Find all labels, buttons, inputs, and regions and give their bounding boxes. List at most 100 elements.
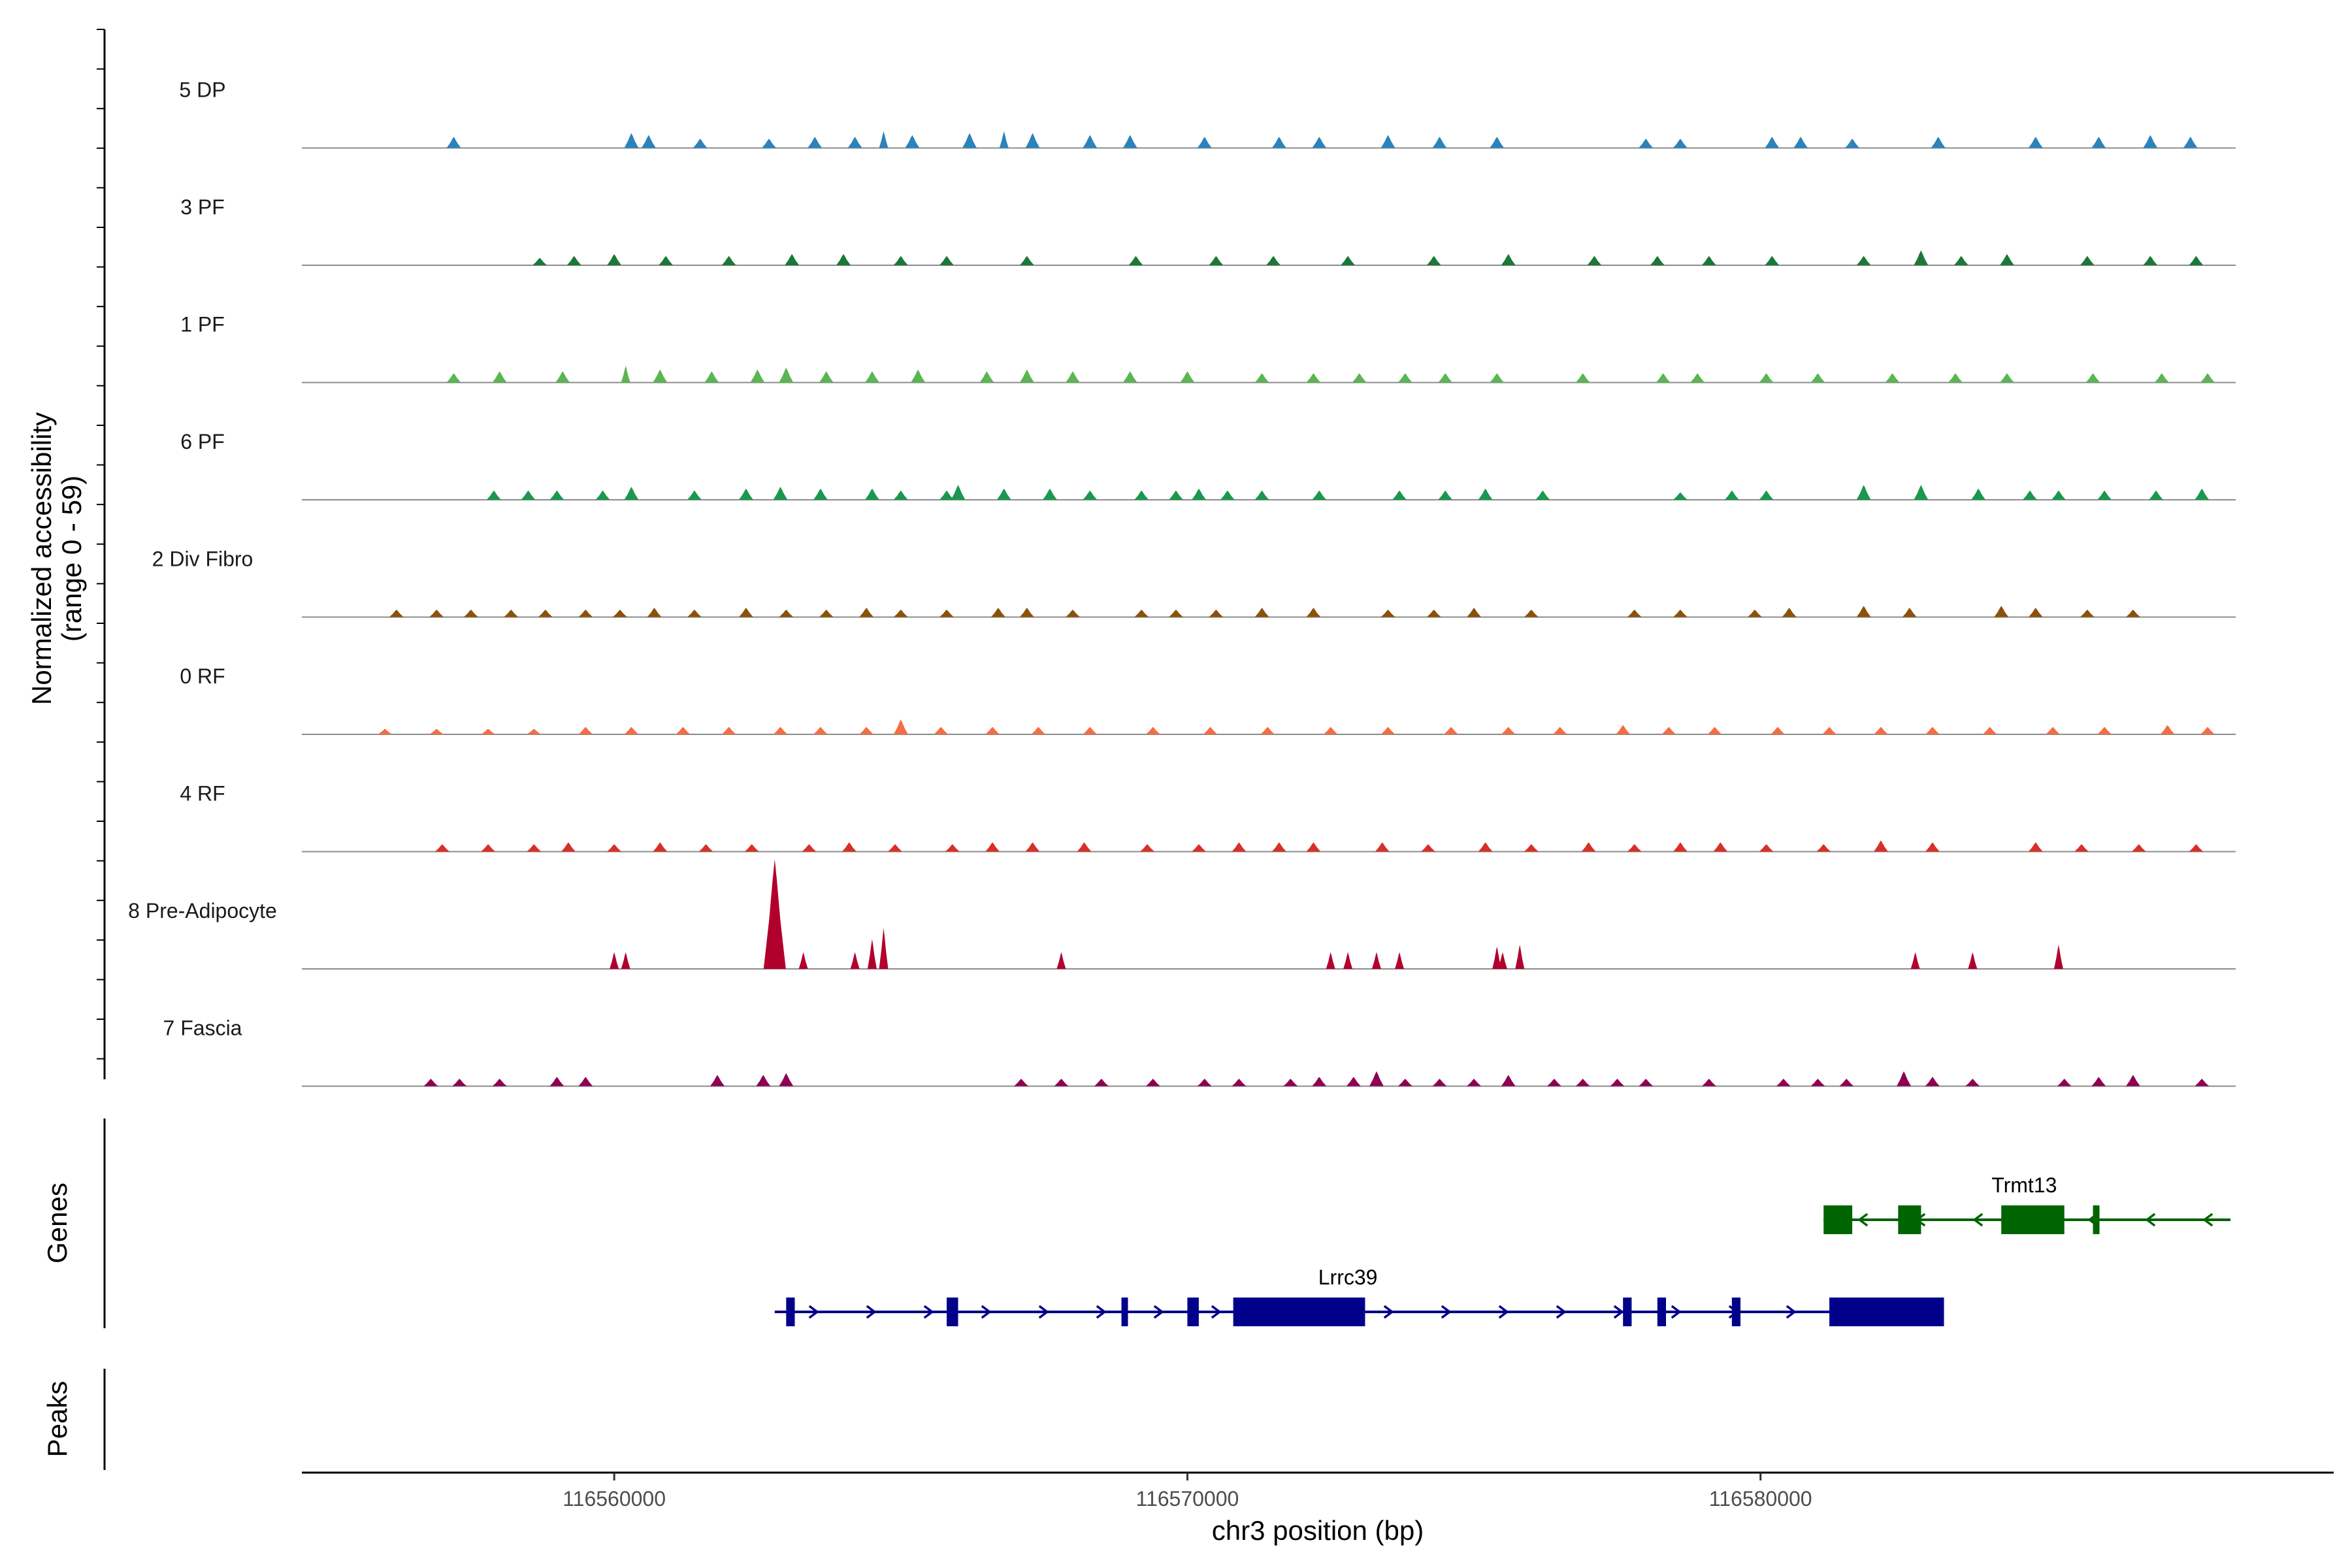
coverage-peak [1701, 1079, 1716, 1086]
gene-exon [1121, 1298, 1128, 1326]
track-label: 2 Div Fibro [152, 547, 253, 571]
coverage-peak [841, 842, 857, 852]
coverage-peak [1948, 373, 1963, 383]
coverage-peak [687, 490, 702, 500]
coverage-peak [1587, 255, 1602, 265]
coverage-peak [1490, 373, 1505, 383]
coverage-peak [1765, 137, 1780, 148]
coverage-peak [1397, 1079, 1413, 1086]
coverage-peak [1209, 610, 1224, 617]
coverage-peak [850, 952, 860, 969]
coverage-peak [641, 135, 656, 148]
coverage-peak [1260, 727, 1275, 734]
coverage-peak [1639, 1079, 1654, 1086]
coverage-peak [1478, 842, 1493, 852]
coverage-peak [1610, 1079, 1625, 1086]
coverage-peak [1306, 373, 1321, 383]
coverage-peak [1490, 137, 1505, 148]
coverage-peak [1914, 250, 1929, 265]
coverage-peak [1426, 255, 1441, 265]
coverage-peak [2028, 842, 2043, 852]
coverage-peak [1312, 1077, 1327, 1086]
coverage-peak [1575, 1079, 1590, 1086]
coverage-peak [836, 253, 851, 265]
coverage-peak [1925, 1077, 1940, 1086]
coverage-peak [738, 608, 753, 617]
coverage-peak [990, 608, 1005, 617]
coverage-peak [1083, 490, 1098, 500]
x-axis-title: chr3 position (bp) [1212, 1515, 1424, 1546]
coverage-peak [1616, 725, 1631, 734]
coverage-peak [1873, 840, 1888, 852]
coverage-peak [624, 133, 639, 148]
coverage-peak [962, 133, 977, 148]
coverage-peak [905, 135, 920, 148]
coverage-peak [2053, 945, 2063, 969]
coverage-peak [893, 490, 908, 500]
gene-exon [947, 1298, 958, 1326]
coverage-peak [1501, 1075, 1516, 1086]
peaks-panel-title: Peaks [42, 1381, 73, 1458]
gene-exon [1731, 1298, 1740, 1326]
coverage-peak [779, 610, 794, 617]
strand-arrow [1857, 1213, 1869, 1227]
coverage-peak [996, 488, 1011, 500]
coverage-peak [1810, 373, 1825, 383]
strand-arrow [1498, 1305, 1509, 1319]
coverage-peak [481, 728, 496, 734]
coverage-peak [2143, 135, 2158, 148]
coverage-peak [773, 727, 788, 734]
gene-annotation-track: Trmt13 Lrrc39 [774, 1173, 2231, 1326]
coverage-peak [939, 610, 954, 617]
coverage-peak [1343, 952, 1353, 969]
coverage-peak [1019, 608, 1034, 617]
coverage-peak [1910, 952, 1920, 969]
coverage-peak [2160, 725, 2175, 734]
coverage-peak [1782, 608, 1797, 617]
coverage-peak [1690, 373, 1705, 383]
coverage-peak [610, 952, 619, 969]
coverage-peak [813, 488, 828, 500]
coverage-peak [1375, 842, 1390, 852]
coverage-peak [1575, 373, 1590, 383]
coverage-peak [2154, 373, 2169, 383]
coverage-peak [1220, 490, 1235, 500]
strand-arrow [1972, 1213, 1984, 1227]
coverage-peak [2051, 490, 2066, 500]
coverage-peak [624, 727, 639, 734]
coverage-peak [687, 610, 702, 617]
track-2-div-fibro: 2 Div Fibro [152, 547, 2236, 618]
coverage-peak [1168, 610, 1183, 617]
coverage-peak [1077, 842, 1092, 852]
coverage-peak [2131, 844, 2146, 852]
coverage-peak [1042, 488, 1057, 500]
coverage-peak [1392, 490, 1407, 500]
coverage-peak [647, 608, 662, 617]
coverage-peak [744, 844, 759, 852]
coverage-peak [1369, 1071, 1384, 1086]
coverage-peak [566, 255, 581, 265]
coverage-peak [1968, 952, 1978, 969]
coverage-peak [1994, 606, 2009, 617]
gene-exon [1657, 1298, 1666, 1326]
coverage-peak [2080, 610, 2095, 617]
coverage-peak [1771, 727, 1785, 734]
coverage-peak [864, 371, 879, 383]
coverage-peak [859, 727, 874, 734]
gene-lrrc39: Lrrc39 [774, 1266, 1944, 1326]
coverage-peak [698, 844, 713, 852]
coverage-peak [1885, 373, 1900, 383]
gene-label: Trmt13 [1991, 1173, 2057, 1197]
coverage-peak [1438, 490, 1453, 500]
coverage-peak [819, 371, 834, 383]
coverage-peak [2195, 1079, 2210, 1086]
strand-arrow [1613, 1305, 1624, 1319]
coverage-peak [1140, 844, 1154, 852]
coverage-peak [1254, 608, 1269, 617]
coverage-peak [1306, 608, 1321, 617]
coverage-peak [798, 952, 808, 969]
gene-exon [1823, 1205, 1853, 1234]
x-tick-label: 116560000 [563, 1487, 666, 1511]
track-8-pre-adipocyte: 8 Pre-Adipocyte [128, 859, 2236, 970]
track-label: 7 Fascia [163, 1017, 242, 1040]
